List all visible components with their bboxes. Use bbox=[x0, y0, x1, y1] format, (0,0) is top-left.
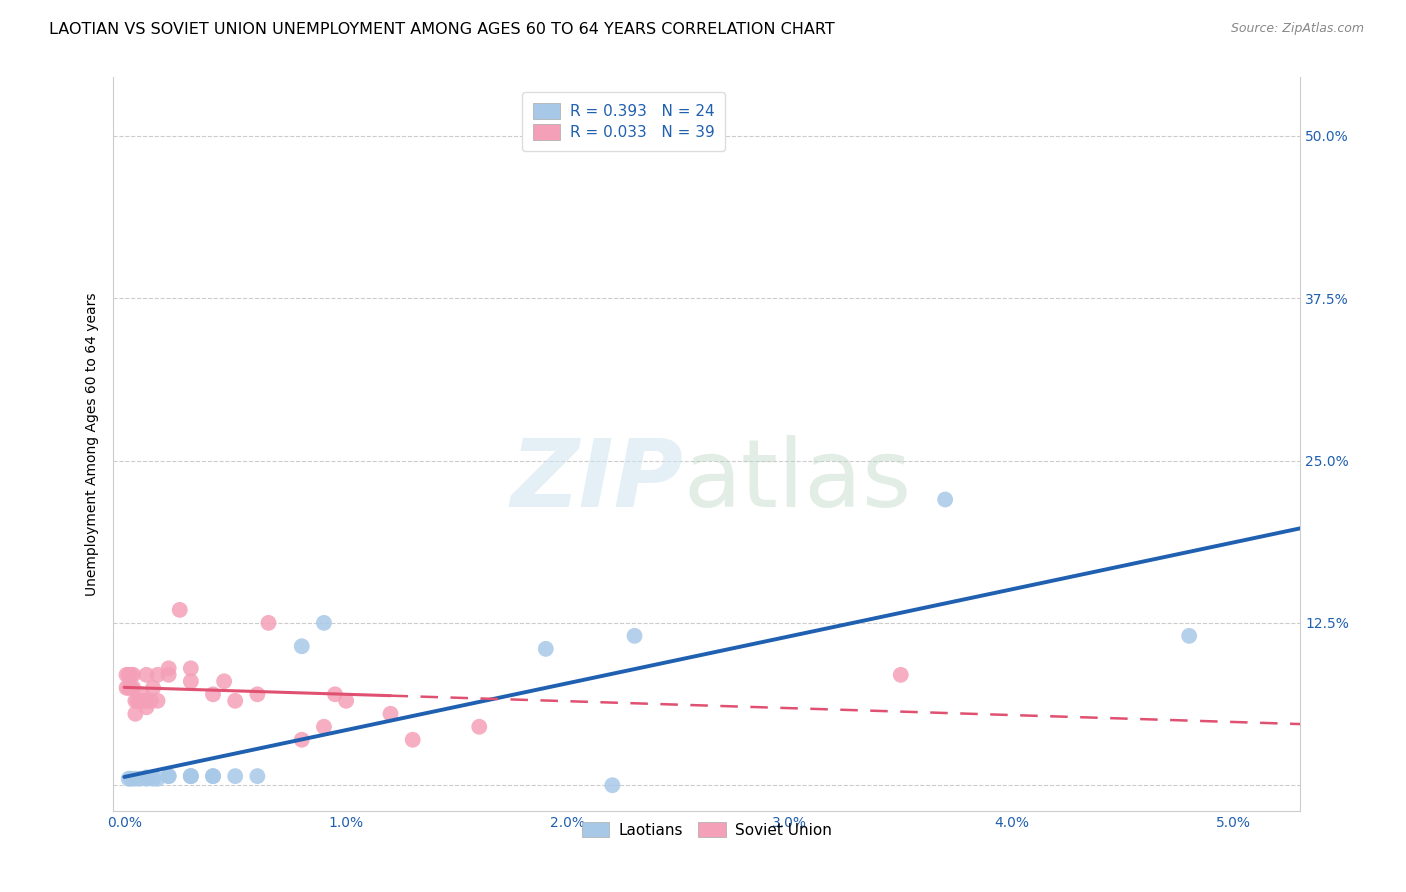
Point bbox=[142, 772, 165, 786]
Point bbox=[202, 687, 225, 701]
Point bbox=[120, 772, 142, 786]
Point bbox=[402, 732, 425, 747]
Point bbox=[146, 694, 169, 708]
Point bbox=[139, 694, 162, 708]
Point bbox=[135, 700, 157, 714]
Point bbox=[468, 720, 491, 734]
Point bbox=[335, 694, 357, 708]
Point bbox=[146, 772, 169, 786]
Point bbox=[246, 769, 269, 783]
Point bbox=[202, 769, 225, 783]
Point bbox=[323, 687, 346, 701]
Point bbox=[623, 629, 645, 643]
Point bbox=[380, 706, 402, 721]
Point bbox=[291, 732, 314, 747]
Point bbox=[131, 687, 153, 701]
Text: LAOTIAN VS SOVIET UNION UNEMPLOYMENT AMONG AGES 60 TO 64 YEARS CORRELATION CHART: LAOTIAN VS SOVIET UNION UNEMPLOYMENT AMO… bbox=[49, 22, 835, 37]
Point bbox=[291, 639, 314, 653]
Point bbox=[135, 771, 157, 785]
Point bbox=[224, 769, 246, 783]
Point bbox=[534, 641, 557, 656]
Point bbox=[135, 694, 157, 708]
Point bbox=[142, 681, 165, 695]
Y-axis label: Unemployment Among Ages 60 to 64 years: Unemployment Among Ages 60 to 64 years bbox=[86, 293, 100, 596]
Text: ZIP: ZIP bbox=[510, 435, 683, 527]
Point bbox=[135, 772, 157, 786]
Point bbox=[602, 778, 624, 792]
Point bbox=[128, 772, 150, 786]
Point bbox=[180, 674, 202, 689]
Point bbox=[169, 603, 191, 617]
Point bbox=[128, 694, 150, 708]
Point bbox=[257, 615, 280, 630]
Point bbox=[122, 681, 145, 695]
Point bbox=[118, 681, 141, 695]
Point bbox=[134, 694, 156, 708]
Point bbox=[180, 661, 202, 675]
Text: atlas: atlas bbox=[683, 435, 911, 527]
Point bbox=[115, 681, 138, 695]
Point bbox=[1178, 629, 1201, 643]
Point bbox=[118, 772, 141, 786]
Point bbox=[246, 687, 269, 701]
Point bbox=[224, 694, 246, 708]
Point bbox=[124, 694, 146, 708]
Point bbox=[157, 661, 180, 675]
Point bbox=[127, 694, 149, 708]
Point bbox=[118, 668, 141, 682]
Point bbox=[135, 668, 157, 682]
Point bbox=[157, 769, 180, 783]
Point bbox=[122, 668, 145, 682]
Point bbox=[202, 769, 225, 783]
Point bbox=[312, 615, 335, 630]
Point bbox=[120, 668, 142, 682]
Point bbox=[124, 772, 146, 786]
Point bbox=[124, 706, 146, 721]
Point bbox=[312, 720, 335, 734]
Point bbox=[157, 668, 180, 682]
Text: Source: ZipAtlas.com: Source: ZipAtlas.com bbox=[1230, 22, 1364, 36]
Point bbox=[115, 668, 138, 682]
Point bbox=[180, 769, 202, 783]
Point bbox=[157, 769, 180, 783]
Point bbox=[890, 668, 912, 682]
Point bbox=[180, 769, 202, 783]
Point bbox=[934, 492, 956, 507]
Point bbox=[212, 674, 235, 689]
Point bbox=[146, 668, 169, 682]
Point bbox=[120, 681, 142, 695]
Legend: Laotians, Soviet Union: Laotians, Soviet Union bbox=[575, 815, 838, 844]
Point bbox=[180, 769, 202, 783]
